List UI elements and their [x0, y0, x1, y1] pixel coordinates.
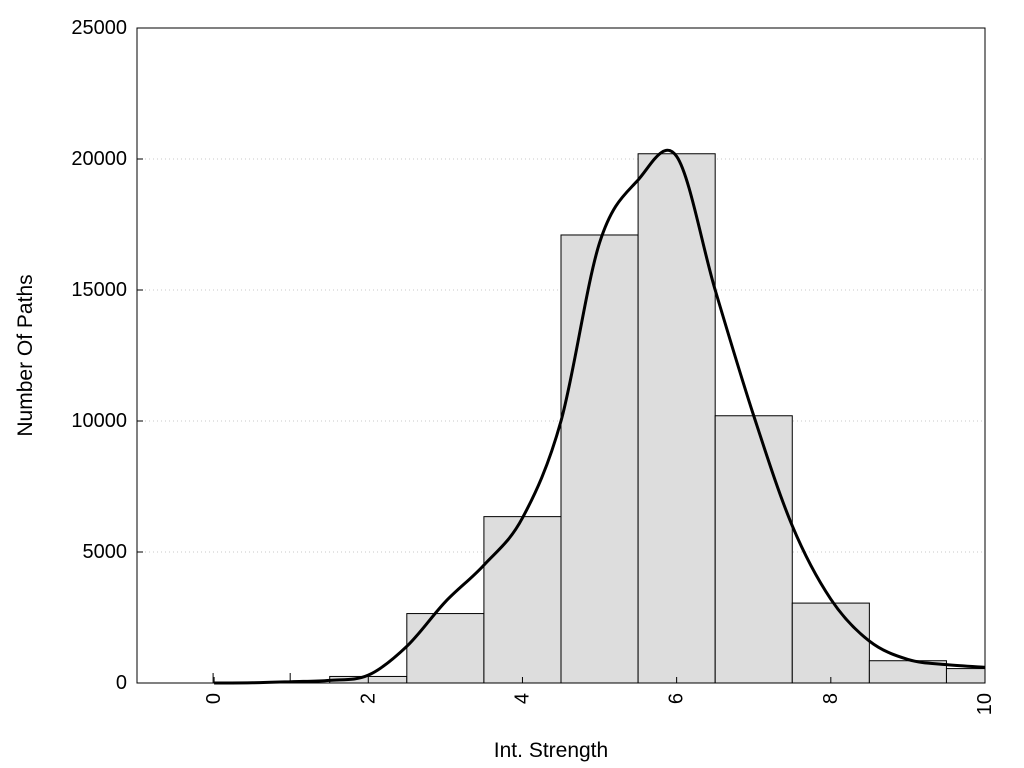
y-tick-label: 25000 [71, 17, 127, 39]
bar [637, 153, 716, 684]
y-tick-label: 0 [116, 672, 127, 694]
y-tick-label: 20000 [71, 148, 127, 170]
y-tick-label: 5000 [83, 541, 128, 563]
x-tick-label: 10 [974, 693, 996, 715]
curve-group [214, 148, 986, 685]
bar [945, 668, 986, 684]
x-tick-label: 2 [357, 693, 379, 704]
x-tick-label: 8 [820, 693, 842, 704]
x-axis-label: Int. Strength [494, 739, 608, 762]
y-tick-label: 10000 [71, 410, 127, 432]
x-axis-ticks: 0 2 4 6 8 10 [203, 677, 996, 715]
y-axis-label: Number Of Paths [14, 274, 37, 436]
x-tick-label: 0 [203, 693, 225, 704]
bar [791, 602, 870, 684]
x-tick-label: 6 [666, 693, 688, 704]
density-curve [214, 148, 986, 685]
plot-frame [136, 27, 986, 684]
y-tick-label: 15000 [71, 279, 127, 301]
bar [714, 415, 793, 684]
bar [483, 516, 562, 684]
bar [560, 234, 639, 684]
bar-group [212, 153, 986, 684]
bar [406, 613, 485, 684]
x-tick-label: 4 [511, 693, 533, 704]
y-axis-ticks: 0 5000 10000 15000 20000 25000 [71, 17, 143, 694]
